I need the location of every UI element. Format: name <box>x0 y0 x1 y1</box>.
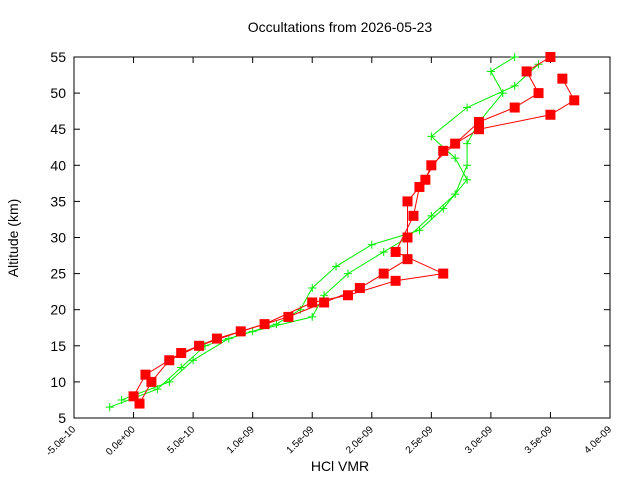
point <box>379 247 388 256</box>
series-line <box>139 56 551 404</box>
y-tick-label: 30 <box>50 230 66 246</box>
point <box>463 175 472 184</box>
point <box>128 391 139 402</box>
point <box>402 254 413 265</box>
point <box>134 398 145 409</box>
point <box>105 403 114 412</box>
point <box>569 95 580 106</box>
point <box>343 269 352 278</box>
point <box>498 89 507 98</box>
point <box>211 333 222 344</box>
y-tick-label: 5 <box>58 410 66 426</box>
point <box>272 320 281 329</box>
point <box>342 290 353 301</box>
point <box>146 376 157 387</box>
x-tick-label: 3.5e-09 <box>523 424 555 456</box>
point <box>414 181 425 192</box>
point <box>463 161 472 170</box>
point <box>308 312 317 321</box>
point <box>427 132 436 141</box>
x-tick-label: 5.0e-10 <box>165 424 197 456</box>
x-tick-label: 0.0e+00 <box>104 424 138 458</box>
x-axis-label: HCl VMR <box>311 458 369 474</box>
chart-title: Occultations from 2026-05-23 <box>248 19 433 35</box>
point <box>390 275 401 286</box>
point <box>307 297 318 308</box>
point <box>451 154 460 163</box>
point <box>473 124 484 135</box>
point <box>408 210 419 221</box>
point <box>378 268 389 279</box>
point <box>545 52 556 62</box>
point <box>165 377 174 386</box>
point <box>473 116 484 127</box>
point <box>545 109 556 120</box>
point <box>509 102 520 113</box>
point <box>486 67 495 76</box>
point <box>283 311 294 322</box>
y-tick-label: 50 <box>50 85 66 101</box>
y-tick-label: 35 <box>50 193 66 209</box>
point <box>510 81 519 90</box>
series-line <box>109 56 515 408</box>
point <box>427 211 436 220</box>
point <box>439 204 448 213</box>
x-tick-label: -5.0e-10 <box>44 424 78 458</box>
y-tick-label: 40 <box>50 157 66 173</box>
y-tick-label: 10 <box>50 374 66 390</box>
point <box>426 160 437 171</box>
point <box>463 103 472 112</box>
point <box>390 246 401 257</box>
point <box>533 88 544 99</box>
x-tick-label: 2.5e-09 <box>404 424 436 456</box>
y-tick-label: 25 <box>50 266 66 282</box>
point <box>117 395 126 404</box>
point <box>521 66 532 77</box>
point <box>319 297 330 308</box>
plot-frame <box>73 56 611 419</box>
x-tick-label: 2.0e-09 <box>344 424 376 456</box>
point <box>332 262 341 271</box>
point <box>259 319 270 330</box>
x-tick-label: 1.0e-09 <box>225 424 257 456</box>
x-tick-label: 1.5e-09 <box>285 424 317 456</box>
x-tick-label: 4.0e-09 <box>582 424 614 456</box>
point <box>557 73 568 84</box>
y-tick-label: 55 <box>50 49 66 65</box>
y-axis-label: Altitude (km) <box>5 199 21 278</box>
point <box>402 196 413 207</box>
point <box>177 363 186 372</box>
point <box>510 53 519 61</box>
point <box>140 369 151 380</box>
point <box>354 283 365 294</box>
point <box>308 284 317 293</box>
point <box>189 356 198 365</box>
point <box>415 226 424 235</box>
point <box>176 348 187 359</box>
y-tick-label: 20 <box>50 302 66 318</box>
y-tick-label: 15 <box>50 338 66 354</box>
point <box>402 232 413 243</box>
point <box>420 174 431 185</box>
y-tick-label: 45 <box>50 121 66 137</box>
point <box>463 139 472 148</box>
x-tick-label: 3.0e-09 <box>463 424 495 456</box>
point <box>438 268 449 279</box>
point <box>367 240 376 249</box>
point <box>438 145 449 156</box>
